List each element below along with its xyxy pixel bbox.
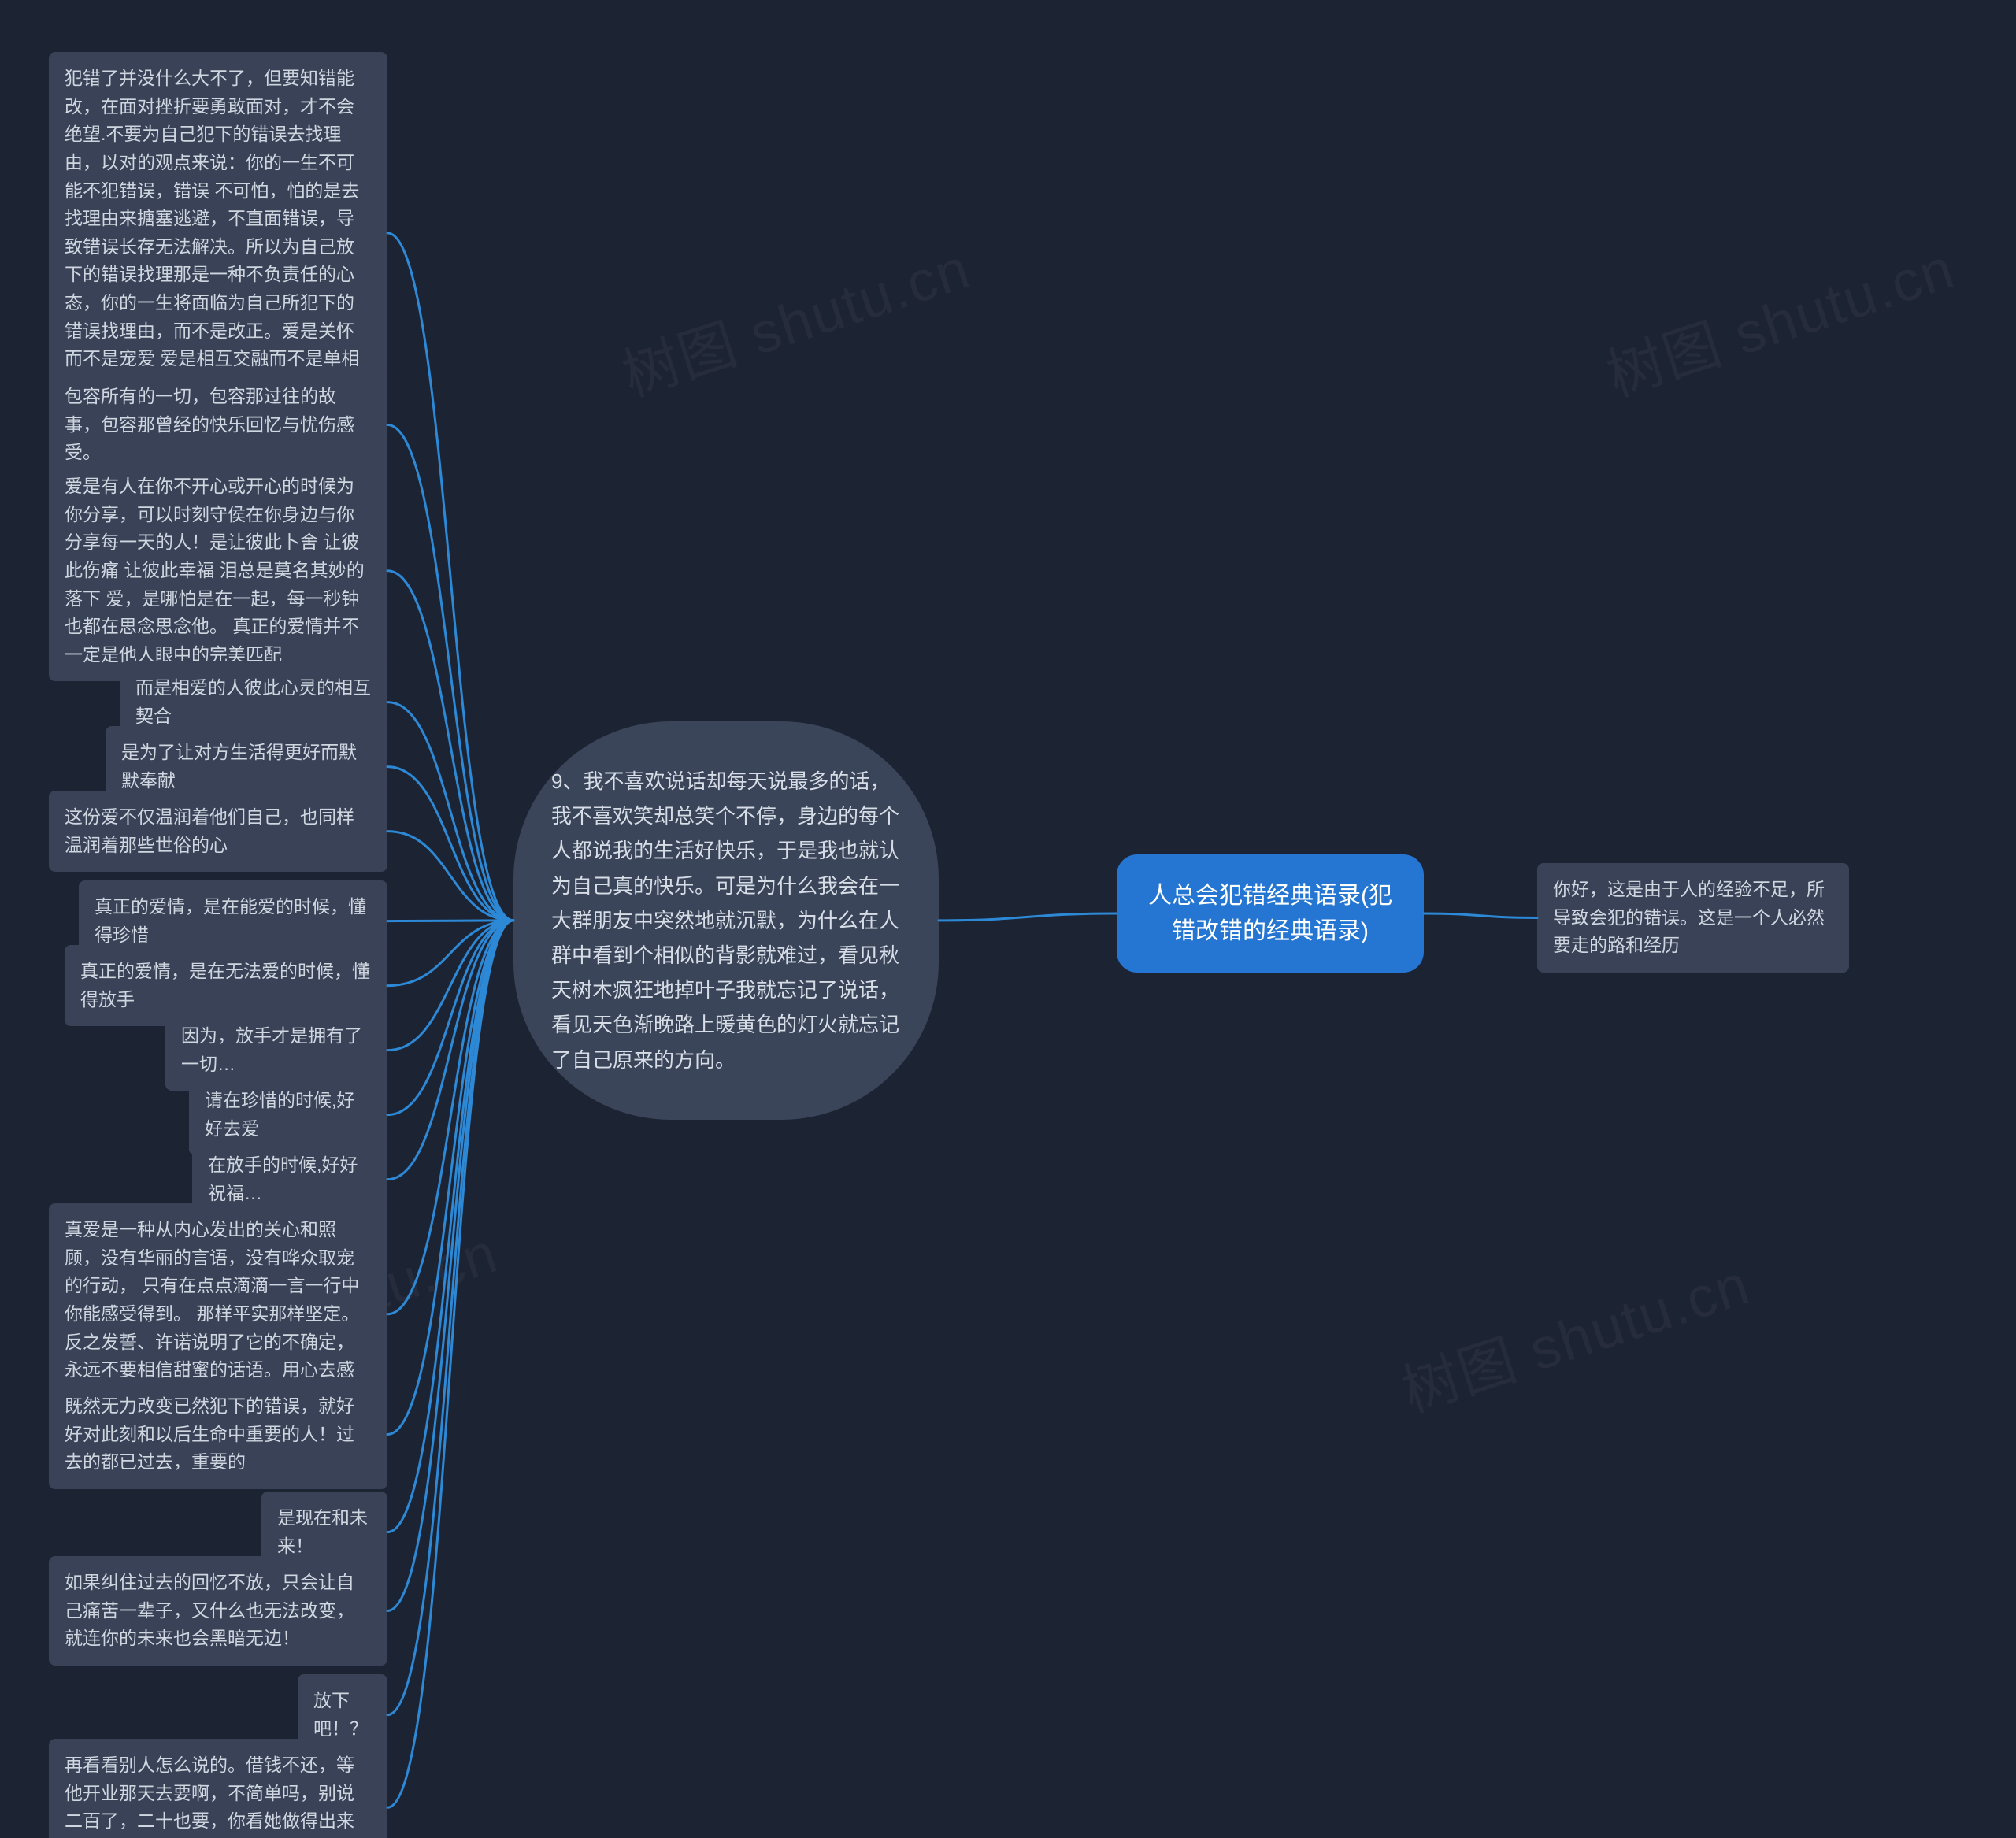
watermark: 树图 shutu.cn	[610, 222, 979, 412]
watermark: 树图 shutu.cn	[1390, 1238, 1758, 1428]
mindmap-leaf[interactable]: 如果纠住过去的回忆不放，只会让自己痛苦一辈子，又什么也无法改变，就连你的未来也会…	[49, 1556, 387, 1666]
mindmap-leaf[interactable]: 犯错了并没什么大不了，但要知错能改，在面对挫折要勇敢面对，才不会绝望.不要为自己…	[49, 52, 387, 414]
mindmap-branch[interactable]: 9、我不喜欢说话却每天说最多的话，我不喜欢笑却总笑个不停，身边的每个人都说我的生…	[513, 721, 939, 1120]
mindmap-root[interactable]: 人总会犯错经典语录(犯错改错的经典语录)	[1117, 854, 1424, 973]
mindmap-leaf[interactable]: 你好，这是由于人的经验不足，所导致会犯的错误。这是一个人必然要走的路和经历	[1537, 863, 1849, 973]
watermark: 树图 shutu.cn	[1595, 222, 1963, 412]
mindmap-leaf[interactable]: 再看看别人怎么说的。借钱不还，等他开业那天去要啊，不简单吗，别说二百了，二十也要…	[49, 1739, 387, 1838]
mindmap-leaf[interactable]: 爱是有人在你不开心或开心的时候为你分享，可以时刻守侯在你身边与你分享每一天的人！…	[49, 460, 387, 681]
mindmap-leaf[interactable]: 既然无力改变已然犯下的错误，就好好对此刻和以后生命中重要的人！过去的都已过去，重…	[49, 1380, 387, 1489]
mindmap-leaf[interactable]: 这份爱不仅温润着他们自己，也同样温润着那些世俗的心	[49, 791, 387, 872]
